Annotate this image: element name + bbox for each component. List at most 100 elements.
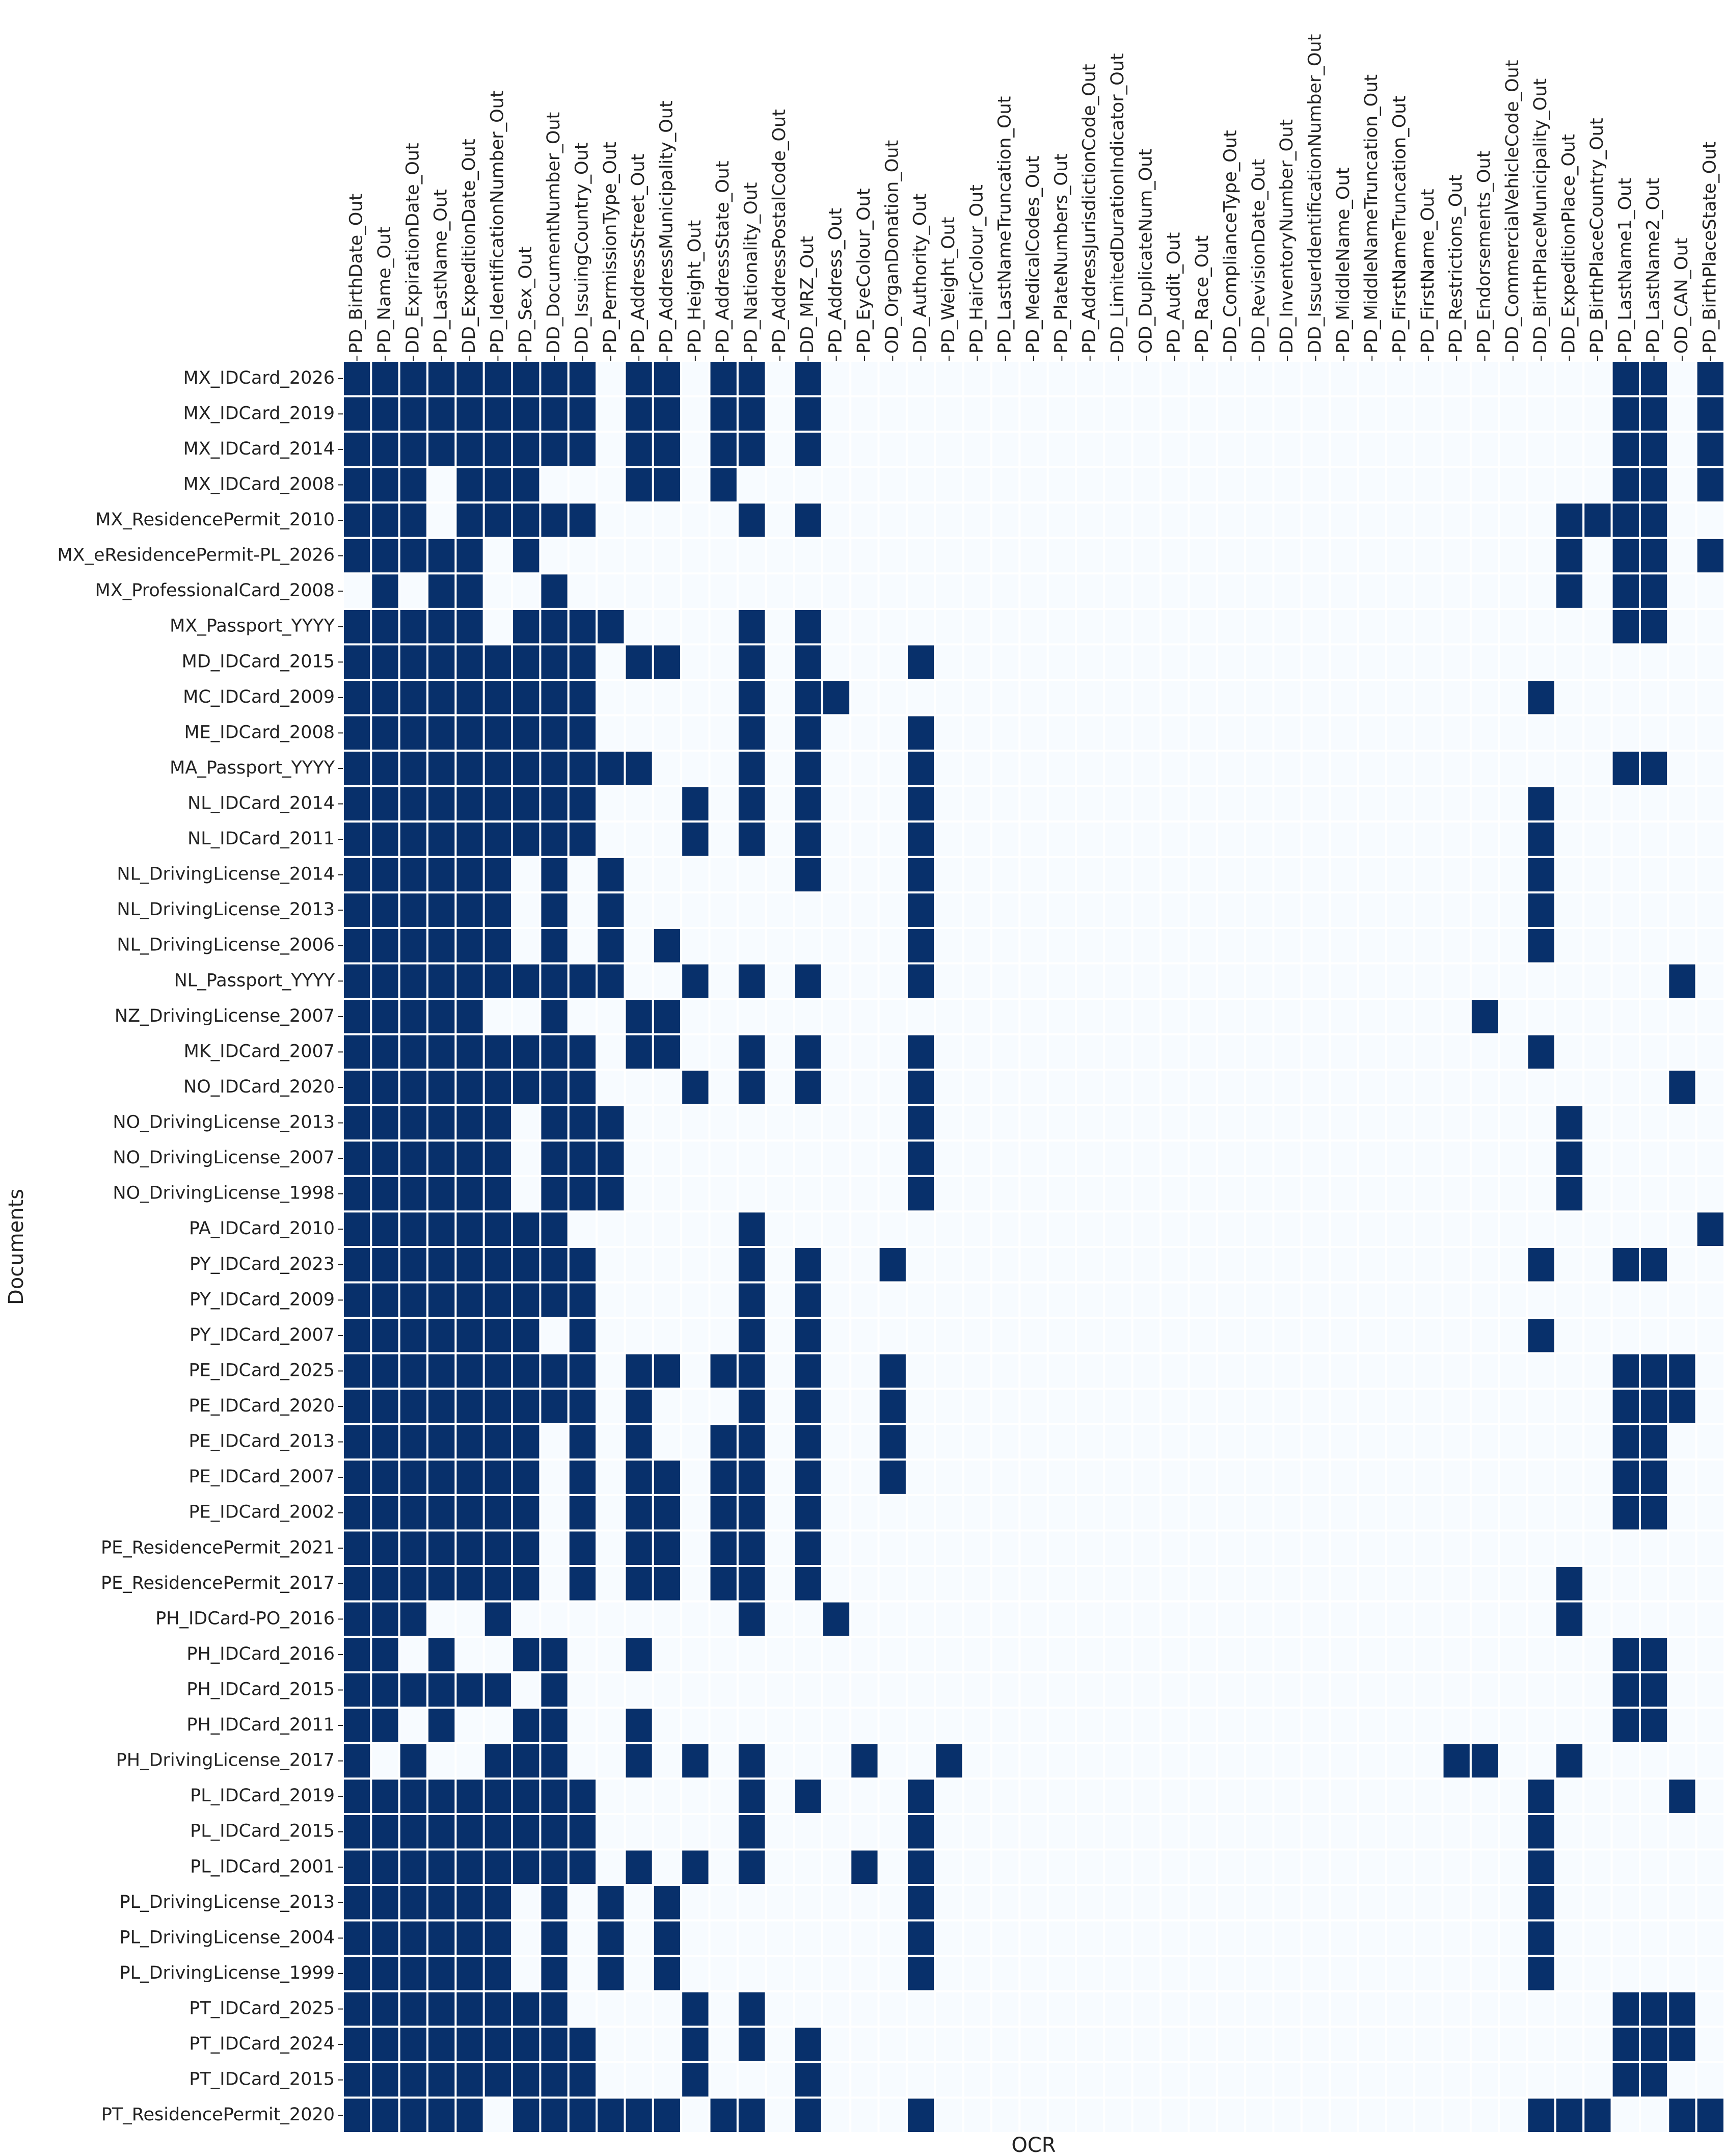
cell <box>990 785 1021 823</box>
x-tick-label: PD_MiddleName_Out <box>1333 168 1354 354</box>
x-tick-label: PD_LastName2_Out <box>1643 178 1664 354</box>
cell <box>1018 501 1049 539</box>
cell <box>1216 572 1247 610</box>
cell <box>539 1388 570 1425</box>
cell <box>1018 1707 1049 1744</box>
cell <box>1329 1955 1359 1992</box>
cell <box>454 1671 485 1709</box>
cell <box>1075 1813 1105 1851</box>
x-tick-label: DD_InventoryNumber_Out <box>1277 119 1297 354</box>
cell <box>1131 679 1162 716</box>
cell <box>680 1848 711 1886</box>
cell <box>1075 537 1105 575</box>
cell <box>1469 1352 1500 1390</box>
cell <box>1188 1955 1218 1992</box>
cell <box>934 1813 964 1851</box>
cell <box>1413 1636 1444 1673</box>
cell <box>539 891 570 929</box>
cell <box>1526 1069 1556 1106</box>
cell <box>1159 1955 1190 1992</box>
cell <box>1159 1742 1190 1780</box>
cell <box>821 607 852 646</box>
cell <box>1469 679 1500 716</box>
cell <box>1103 2061 1134 2099</box>
cell <box>539 537 570 575</box>
cell <box>342 1955 372 1992</box>
cell <box>342 1600 372 1638</box>
cell <box>793 926 823 965</box>
cell <box>1357 1600 1387 1638</box>
cell <box>1046 1777 1077 1815</box>
cell <box>849 1529 880 1567</box>
cell <box>567 2061 598 2099</box>
cell <box>1159 1919 1190 1957</box>
cell <box>680 962 711 1000</box>
cell <box>1046 1884 1077 1922</box>
cell <box>1300 1671 1331 1709</box>
x-tick-label: DD_LimitedDurationIndicator_Out <box>1108 53 1128 354</box>
cell <box>1216 1636 1247 1673</box>
x-tick-label: OD_DuplicateNum_Out <box>1136 149 1156 354</box>
cell <box>454 1494 485 1532</box>
cell <box>1046 1990 1077 2028</box>
cell <box>1244 1458 1275 1496</box>
cell <box>1357 1388 1387 1425</box>
x-tick-label: DD_ComplianceType_Out <box>1220 130 1240 354</box>
cell <box>1188 1636 1218 1673</box>
cell <box>1329 1919 1359 1957</box>
cell <box>1075 1458 1105 1496</box>
cell <box>1329 1990 1359 2028</box>
cell <box>370 785 400 823</box>
x-tick-label: PD_Nationality_Out <box>741 182 762 354</box>
cell <box>1413 1777 1444 1815</box>
cell <box>905 1990 936 2028</box>
cell <box>736 1813 767 1851</box>
cell <box>1131 1742 1162 1780</box>
cell <box>1582 431 1613 468</box>
cell <box>1272 1671 1303 1709</box>
cell <box>1667 820 1697 858</box>
cell <box>1300 1813 1331 1851</box>
cell <box>426 1671 457 1709</box>
cell <box>652 1990 683 2028</box>
cell <box>1582 750 1613 787</box>
cell <box>1667 926 1697 965</box>
cell <box>398 431 429 468</box>
cell <box>1046 572 1077 610</box>
cell <box>624 1707 654 1744</box>
cell <box>1441 820 1472 858</box>
cell <box>708 501 739 539</box>
cell <box>1582 1139 1613 1177</box>
cell <box>990 1210 1021 1248</box>
cell <box>1610 1707 1641 1744</box>
cell <box>1385 1423 1416 1461</box>
cell <box>765 1636 795 1673</box>
cell <box>1272 501 1303 539</box>
cell <box>1638 1388 1669 1425</box>
cell <box>793 1139 823 1177</box>
cell <box>736 1175 767 1213</box>
cell <box>849 2096 880 2134</box>
cell <box>1441 466 1472 504</box>
cell <box>821 1033 852 1071</box>
cell <box>1441 750 1472 787</box>
cell <box>454 1777 485 1815</box>
cell <box>567 431 598 468</box>
cell <box>849 607 880 646</box>
cell <box>1357 1777 1387 1815</box>
cell <box>1498 431 1528 468</box>
cell <box>708 1069 739 1106</box>
cell <box>1188 891 1218 929</box>
cell <box>793 750 823 787</box>
cell <box>1667 466 1697 504</box>
cell <box>1329 998 1359 1035</box>
cell <box>1075 1884 1105 1922</box>
cell <box>398 820 429 858</box>
cell <box>962 2026 992 2063</box>
cell <box>1413 750 1444 787</box>
cell <box>1300 1529 1331 1567</box>
cell <box>1103 714 1134 752</box>
cell <box>511 1565 542 1603</box>
cell <box>1441 1848 1472 1886</box>
cell <box>1018 1813 1049 1851</box>
